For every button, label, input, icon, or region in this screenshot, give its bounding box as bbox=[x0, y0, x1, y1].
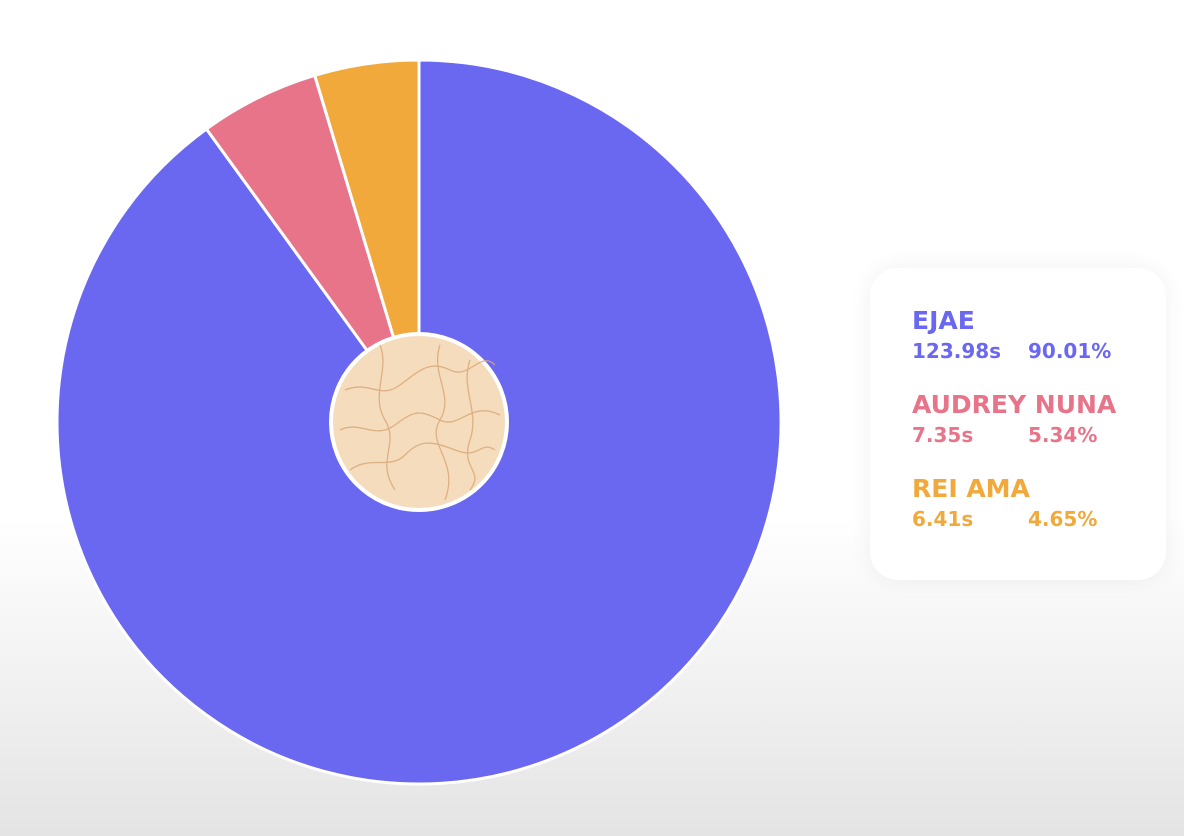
duration-label: 7.35s bbox=[912, 423, 974, 447]
legend-label: AUDREY NUNA bbox=[912, 390, 1117, 419]
legend-item: EJAE 123.98s 90.01% bbox=[912, 306, 1111, 365]
legend-item: AUDREY NUNA 7.35s 5.34% bbox=[912, 390, 1116, 449]
duration-label: 123.98s bbox=[912, 339, 1002, 363]
duration-label: 6.41s bbox=[912, 507, 974, 531]
legend-item: REI AMA 6.41s 4.65% bbox=[912, 474, 1097, 533]
legend-label: REI AMA bbox=[912, 474, 1030, 503]
pie-slice bbox=[312, 58, 421, 423]
value-label: 5.34% bbox=[1028, 423, 1098, 447]
value-label: 4.65% bbox=[1028, 507, 1098, 531]
legend: EJAE 123.98s 90.01% AUDREY NUNA 7.35s 5.34% RE… bbox=[870, 268, 1166, 580]
legend-label: EJAE bbox=[912, 306, 975, 335]
center-badge bbox=[329, 332, 509, 512]
legend-values: 6.41s 4.65% bbox=[912, 507, 1097, 533]
legend-values: 123.98s 90.01% bbox=[912, 339, 1111, 365]
value-label: 90.01% bbox=[1028, 339, 1112, 363]
legend-values: 7.35s 5.34% bbox=[912, 423, 1116, 449]
